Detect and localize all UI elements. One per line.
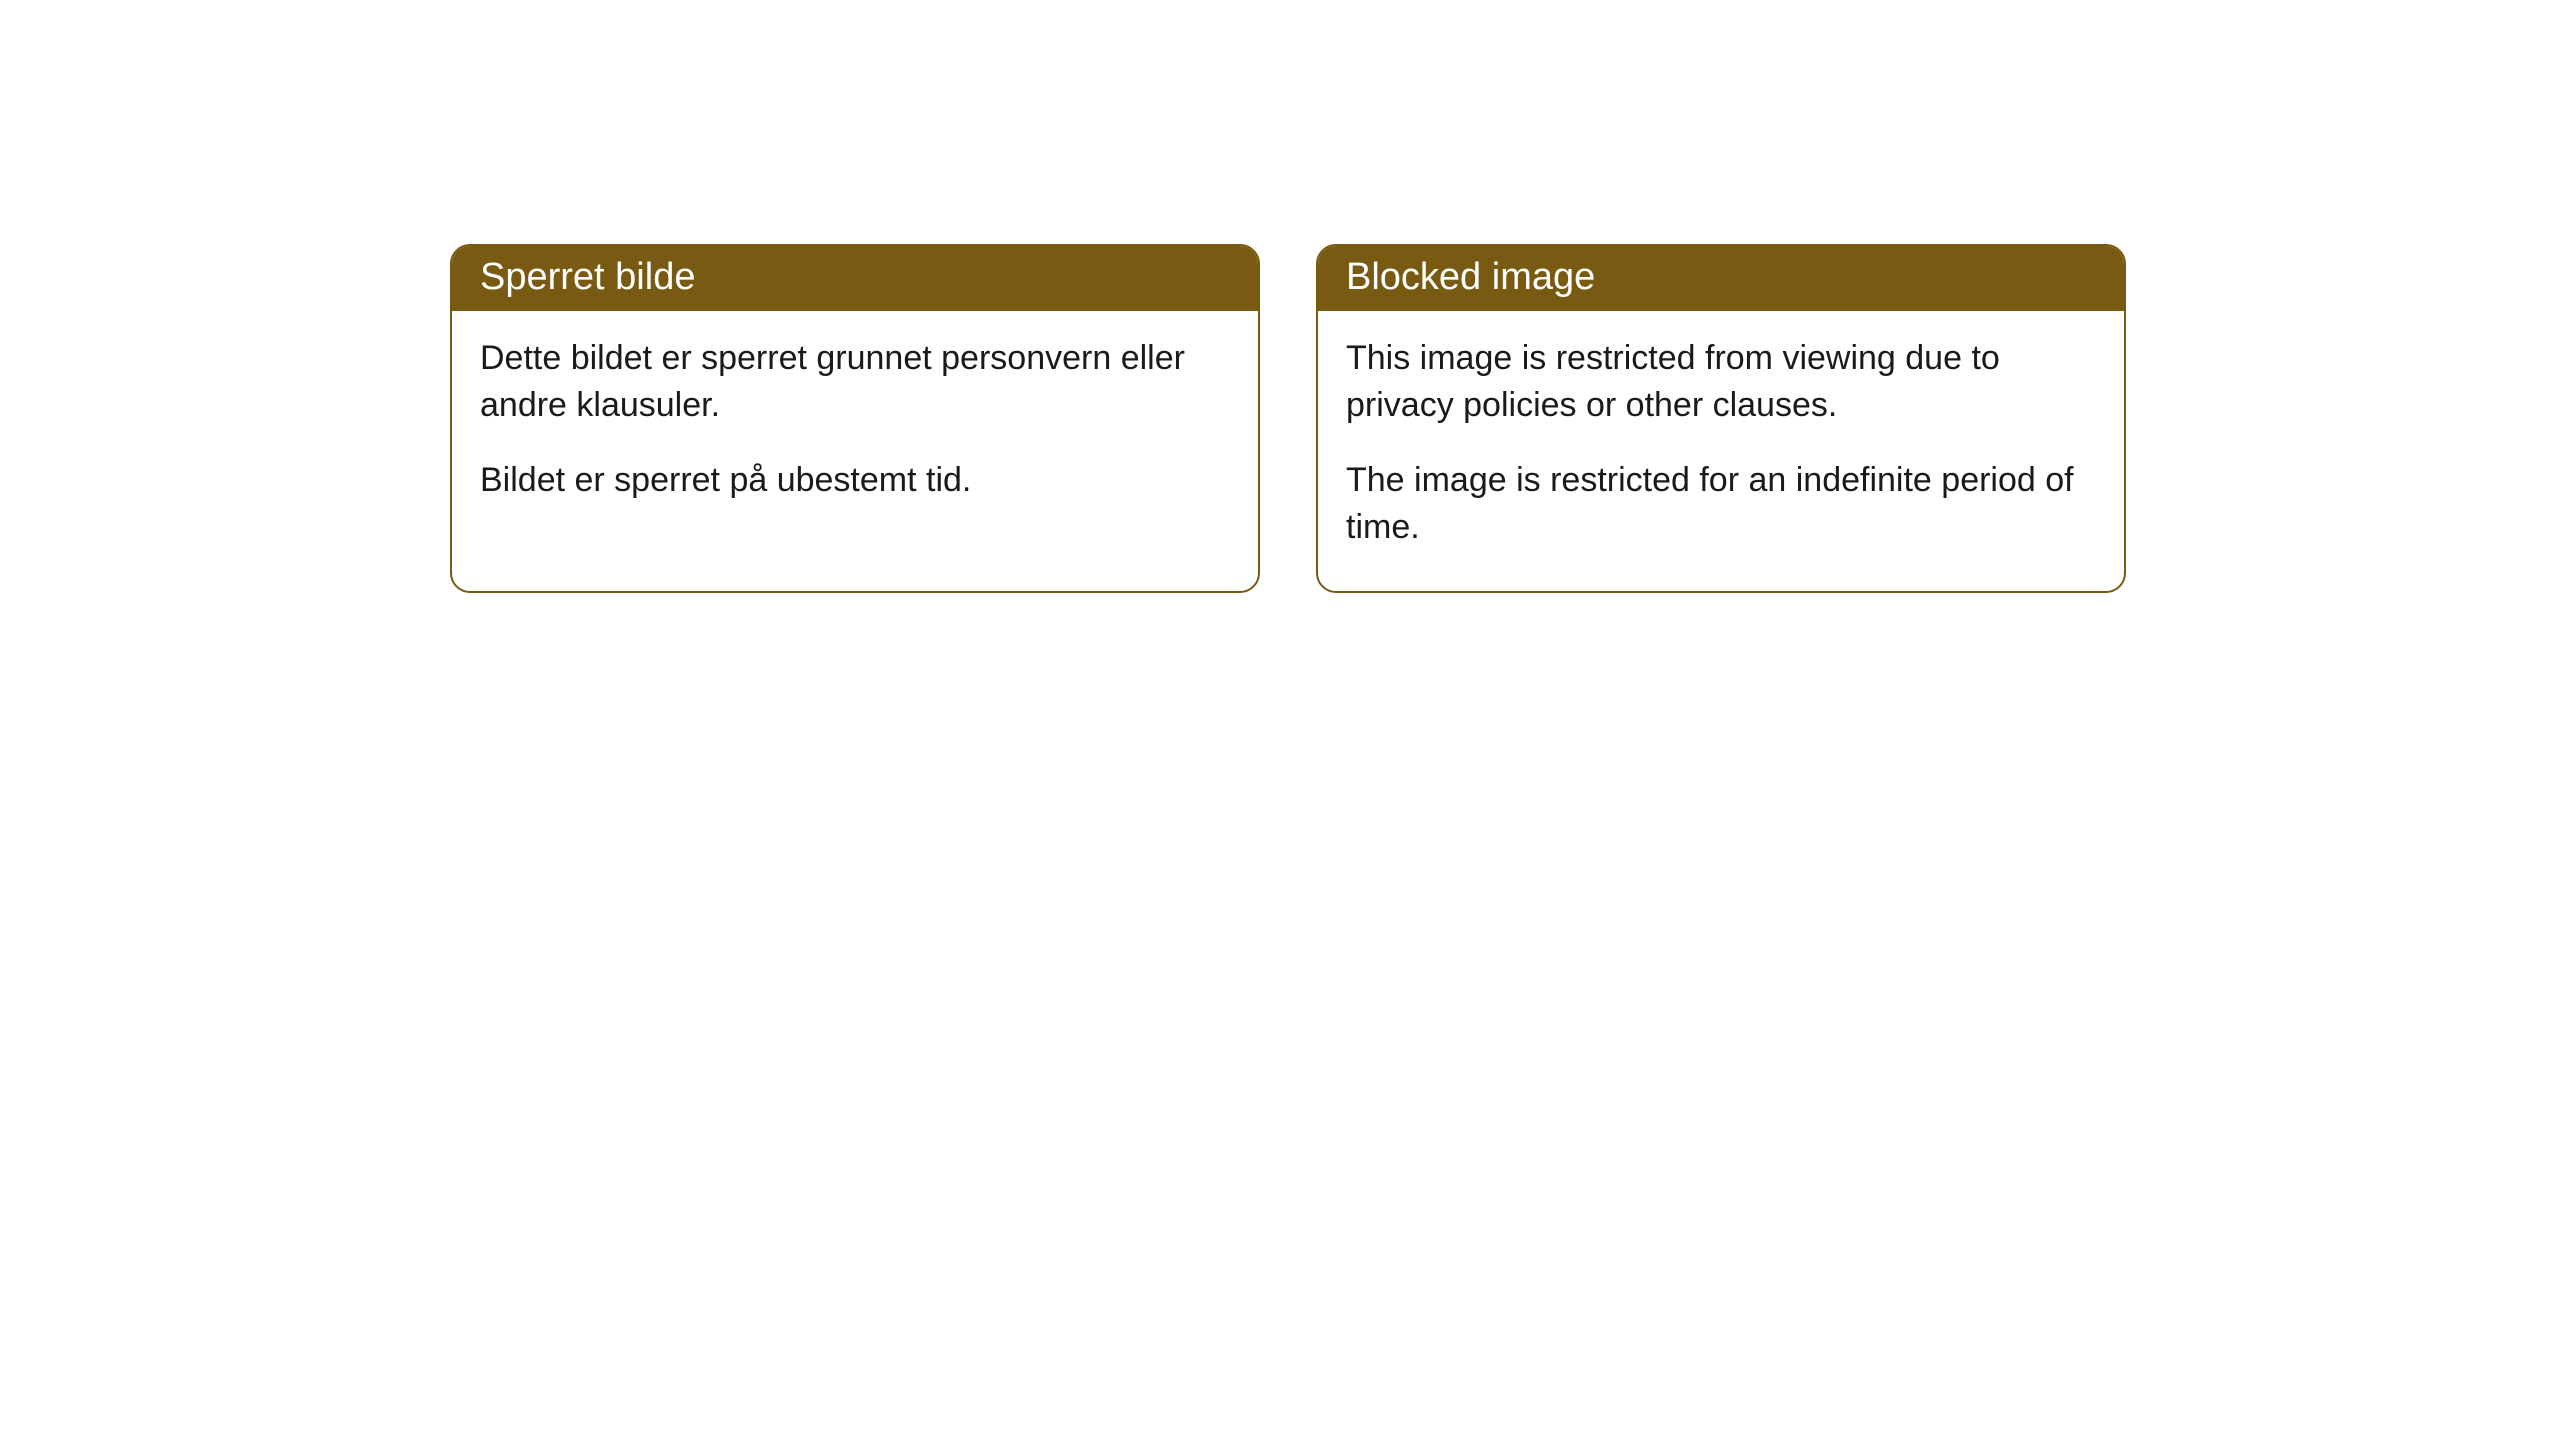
card-body-english: This image is restricted from viewing du… <box>1318 311 2124 591</box>
card-body-norwegian: Dette bildet er sperret grunnet personve… <box>452 311 1258 544</box>
card-paragraph-2: Bildet er sperret på ubestemt tid. <box>480 457 1230 504</box>
notice-card-norwegian: Sperret bilde Dette bildet er sperret gr… <box>450 244 1260 593</box>
card-title: Blocked image <box>1346 256 1595 298</box>
notice-card-english: Blocked image This image is restricted f… <box>1316 244 2126 593</box>
card-header-english: Blocked image <box>1318 246 2124 311</box>
card-paragraph-2: The image is restricted for an indefinit… <box>1346 457 2096 551</box>
card-paragraph-1: This image is restricted from viewing du… <box>1346 335 2096 429</box>
card-title: Sperret bilde <box>480 256 695 298</box>
card-header-norwegian: Sperret bilde <box>452 246 1258 311</box>
card-paragraph-1: Dette bildet er sperret grunnet personve… <box>480 335 1230 429</box>
notice-cards-container: Sperret bilde Dette bildet er sperret gr… <box>450 244 2126 593</box>
